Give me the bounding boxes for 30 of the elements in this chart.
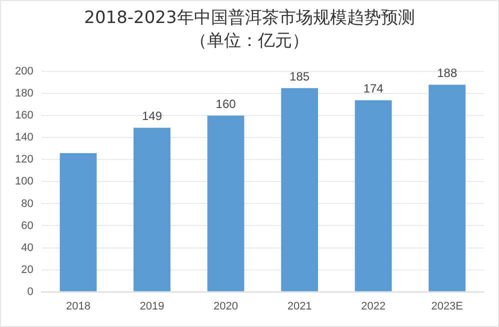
bar [60,153,97,292]
y-tick-label: 140 [14,132,34,144]
x-tick-label: 2021 [287,300,312,312]
y-tick-label: 180 [14,88,34,100]
chart-title: 2018-2023年中国普洱茶市场规模趋势预测 [83,7,416,30]
bar [281,88,318,292]
chart-subtitle: （单位：亿元） [189,30,310,53]
bar [354,100,392,292]
y-tick-label: 60 [21,220,34,232]
data-label: 160 [216,96,236,111]
data-label: 188 [437,66,458,80]
bar [207,116,244,292]
x-tick-label: 2020 [214,300,238,312]
data-label: 174 [363,82,384,96]
y-tick-label: 20 [21,264,34,276]
y-tick-label: 40 [21,242,34,254]
bar [134,128,170,292]
x-tick-label: 2023E [431,300,464,312]
x-tick-label: 2019 [140,300,164,312]
y-tick-label: 200 [14,66,34,78]
y-tick-label: 0 [27,286,34,298]
bar [428,84,466,292]
y-tick-label: 80 [21,198,34,210]
data-label: 149 [142,109,162,124]
x-tick-label: 2022 [361,300,386,312]
y-tick-label: 120 [14,154,34,166]
y-tick-label: 160 [14,110,34,122]
data-label: 185 [290,69,310,84]
x-tick-label: 2018 [66,300,90,312]
y-tick-label: 100 [14,176,34,188]
